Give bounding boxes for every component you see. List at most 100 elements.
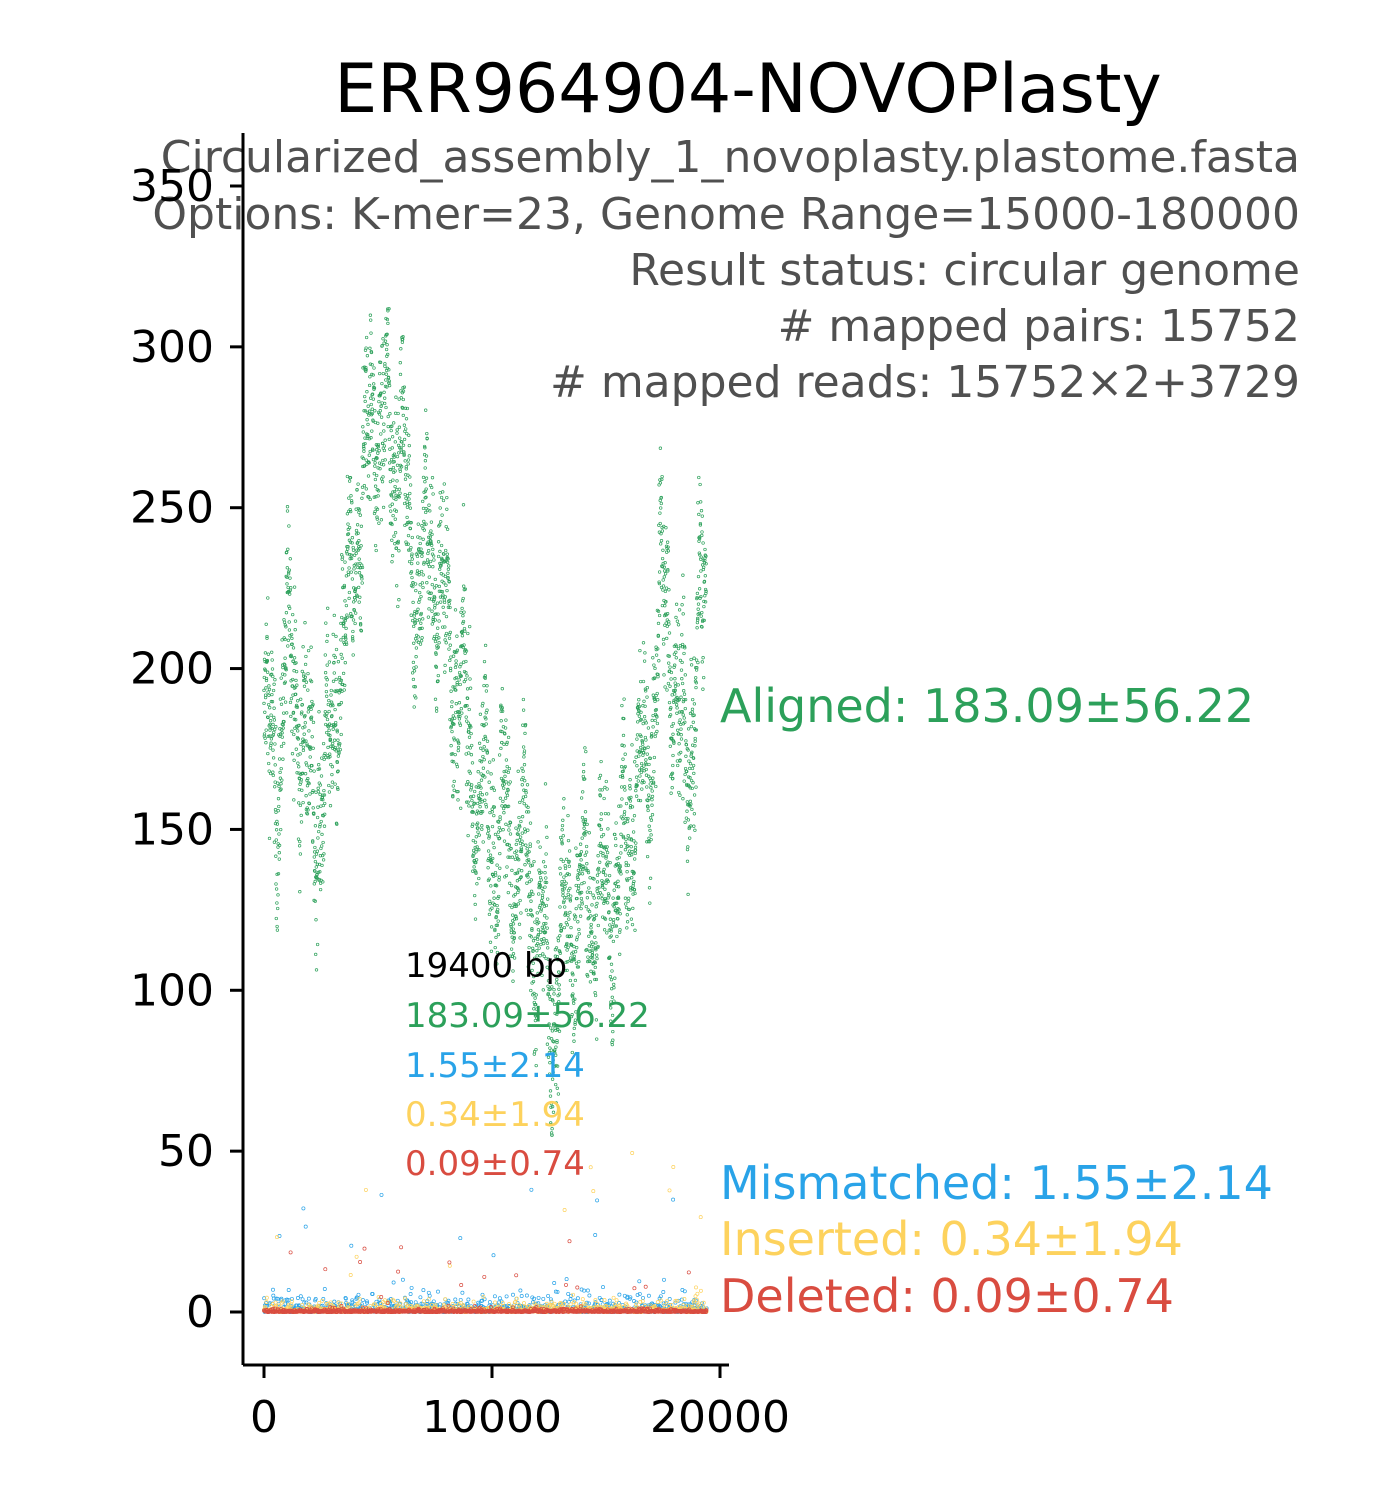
aligned-point bbox=[443, 638, 447, 642]
aligned-point bbox=[320, 832, 324, 837]
aligned-point bbox=[329, 700, 334, 704]
aligned-point bbox=[454, 675, 458, 680]
aligned-point bbox=[515, 871, 520, 875]
aligned-point bbox=[613, 836, 618, 841]
aligned-point bbox=[561, 890, 565, 895]
aligned-point bbox=[631, 892, 635, 896]
aligned-point bbox=[558, 905, 562, 909]
aligned-point bbox=[497, 878, 501, 882]
aligned-point bbox=[316, 786, 320, 790]
aligned-point bbox=[652, 663, 656, 667]
aligned-point bbox=[378, 409, 382, 413]
aligned-point bbox=[545, 916, 549, 920]
aligned-point bbox=[344, 550, 349, 554]
aligned-point bbox=[547, 994, 552, 999]
aligned-point bbox=[616, 879, 620, 883]
aligned-point bbox=[650, 803, 654, 807]
aligned-point bbox=[680, 660, 684, 665]
aligned-point bbox=[304, 739, 308, 743]
aligned-point bbox=[643, 704, 647, 708]
aligned-point bbox=[265, 634, 269, 639]
aligned-point bbox=[427, 564, 432, 569]
aligned-point bbox=[579, 850, 584, 854]
aligned-point bbox=[598, 794, 602, 798]
aligned-point bbox=[619, 872, 623, 876]
aligned-point bbox=[701, 558, 706, 562]
aligned-point bbox=[325, 711, 329, 716]
aligned-point bbox=[423, 459, 428, 463]
aligned-point bbox=[702, 604, 706, 609]
aligned-point bbox=[323, 812, 327, 816]
aligned-point bbox=[587, 934, 591, 938]
aligned-point bbox=[642, 780, 646, 784]
aligned-point bbox=[673, 663, 677, 667]
aligned-point bbox=[592, 970, 596, 974]
aligned-point bbox=[310, 735, 314, 739]
aligned-point bbox=[581, 774, 585, 779]
aligned-point bbox=[452, 738, 457, 742]
aligned-point bbox=[430, 622, 434, 626]
aligned-point bbox=[455, 789, 459, 794]
aligned-point bbox=[376, 466, 380, 470]
aligned-point bbox=[691, 720, 695, 724]
aligned-point bbox=[622, 697, 626, 701]
aligned-point bbox=[467, 751, 471, 755]
aligned-point bbox=[657, 613, 662, 618]
aligned-point bbox=[468, 746, 472, 750]
aligned-point bbox=[289, 696, 294, 701]
aligned-point bbox=[529, 935, 533, 939]
aligned-point bbox=[461, 503, 466, 507]
aligned-point bbox=[373, 509, 377, 514]
aligned-point bbox=[434, 652, 438, 656]
aligned-point bbox=[421, 506, 426, 511]
aligned-point bbox=[659, 539, 664, 543]
aligned-point bbox=[633, 760, 637, 764]
aligned-point bbox=[380, 480, 385, 484]
aligned-point bbox=[320, 844, 324, 848]
aligned-point bbox=[386, 376, 391, 380]
aligned-point bbox=[393, 531, 398, 535]
aligned-point bbox=[370, 392, 375, 396]
aligned-point bbox=[444, 548, 448, 553]
aligned-point bbox=[366, 422, 370, 427]
aligned-point bbox=[671, 776, 675, 781]
aligned-point bbox=[584, 844, 589, 849]
aligned-point bbox=[521, 842, 525, 847]
aligned-point bbox=[457, 741, 461, 746]
aligned-point bbox=[361, 456, 365, 461]
aligned-point bbox=[460, 634, 465, 638]
aligned-point bbox=[583, 818, 588, 822]
aligned-point bbox=[487, 834, 492, 838]
aligned-point bbox=[669, 706, 673, 710]
aligned-point bbox=[283, 623, 287, 627]
aligned-point bbox=[636, 798, 641, 803]
aligned-point bbox=[656, 698, 660, 702]
aligned-point bbox=[646, 798, 650, 803]
aligned-point bbox=[625, 845, 629, 849]
aligned-point bbox=[340, 656, 344, 660]
aligned-point bbox=[276, 797, 281, 801]
aligned-point bbox=[522, 749, 527, 753]
aligned-point bbox=[545, 941, 550, 945]
aligned-point bbox=[445, 507, 449, 511]
aligned-point bbox=[542, 937, 546, 941]
aligned-point bbox=[389, 509, 393, 513]
aligned-point bbox=[579, 906, 583, 911]
aligned-point bbox=[599, 834, 604, 839]
aligned-point bbox=[436, 679, 440, 683]
aligned-point bbox=[577, 872, 582, 876]
aligned-point bbox=[693, 679, 698, 683]
aligned-point bbox=[449, 689, 453, 693]
aligned-point bbox=[369, 436, 373, 440]
aligned-point bbox=[273, 742, 277, 746]
aligned-point bbox=[403, 406, 408, 410]
aligned-point bbox=[545, 965, 549, 969]
aligned-point bbox=[508, 832, 513, 836]
aligned-point bbox=[420, 626, 424, 630]
aligned-point bbox=[493, 928, 497, 933]
aligned-point bbox=[502, 786, 506, 790]
aligned-point bbox=[505, 793, 510, 798]
aligned-point bbox=[271, 722, 275, 727]
aligned-point bbox=[419, 639, 424, 643]
aligned-point bbox=[504, 718, 508, 722]
